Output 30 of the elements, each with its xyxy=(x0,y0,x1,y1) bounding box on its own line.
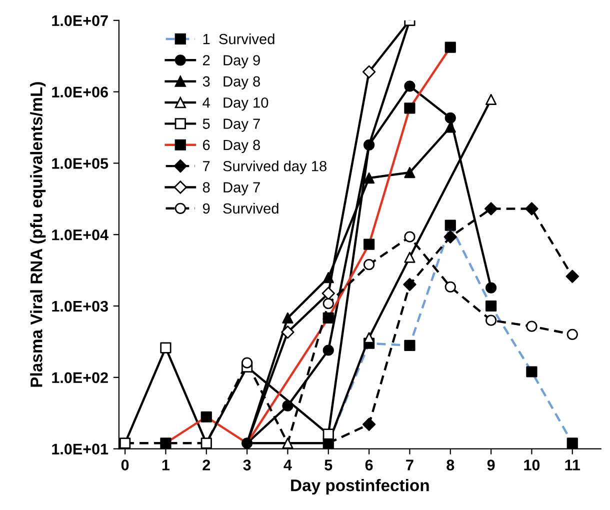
x-tick-label: 10 xyxy=(524,460,540,470)
legend-label: 4 Day 10 xyxy=(202,97,268,111)
y-tick-label: 1.0E+03 xyxy=(52,300,108,312)
y-tick-label: 1.0E+05 xyxy=(52,158,108,169)
legend-label: 8 Day 7 xyxy=(202,182,260,196)
x-tick-label: 3 xyxy=(243,460,251,470)
x-tick-label: 7 xyxy=(406,460,414,470)
x-tick-label: 11 xyxy=(565,460,580,470)
legend-label: 2 Day 9 xyxy=(203,55,260,68)
x-tick-label: 9 xyxy=(487,460,495,470)
x-axis-title: Day postinfection xyxy=(291,479,429,495)
y-tick-label: 1.0E+02 xyxy=(52,372,108,384)
x-tick-label: 5 xyxy=(324,460,332,470)
y-tick-label: 1.0E+06 xyxy=(52,86,108,98)
x-tick-label: 0 xyxy=(121,460,129,470)
x-tick-label: 4 xyxy=(284,460,292,470)
x-tick-label: 2 xyxy=(202,460,210,470)
x-tick-label: 6 xyxy=(365,460,373,470)
legend-label: 6 Day 8 xyxy=(203,140,260,154)
legend-label: 3 Day 8 xyxy=(202,76,260,90)
x-tick-label: 1 xyxy=(162,460,170,470)
x-tick-label: 8 xyxy=(446,460,454,470)
legend-label: 1 Survived xyxy=(203,34,274,44)
y-tick-label: 1.0E+01 xyxy=(52,444,108,454)
y-tick-label: 1.0E+04 xyxy=(52,229,108,240)
legend-label: 5 Day 7 xyxy=(202,118,260,132)
legend-label: 9 Survived xyxy=(202,202,278,214)
y-tick-label: 1.0E+07 xyxy=(52,15,108,26)
legend-label: 7 Survived day 18 xyxy=(203,160,326,174)
y-axis-title: Plasma Viral RNA (pfu equivalents/mL) xyxy=(30,82,46,387)
